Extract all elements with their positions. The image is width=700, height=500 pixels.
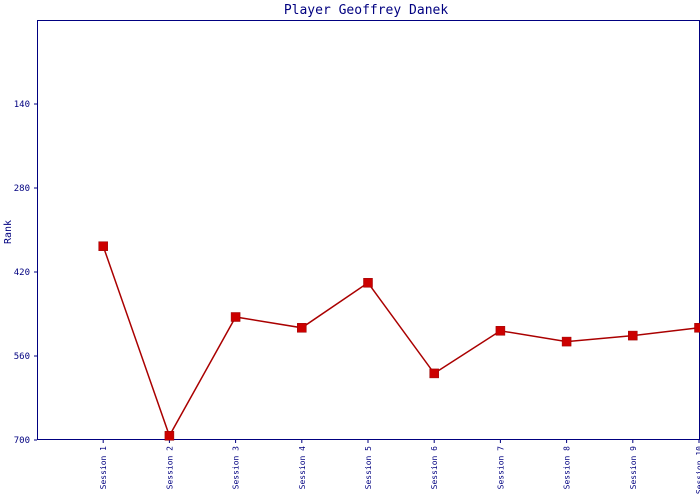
x-tick-label: Session 5 bbox=[364, 446, 373, 490]
data-point bbox=[561, 336, 572, 347]
y-tick-label: 420 bbox=[14, 268, 30, 278]
series-line bbox=[102, 245, 700, 438]
x-tick-label: Session 7 bbox=[496, 446, 505, 490]
chart-title: Player Geoffrey Danek bbox=[284, 3, 449, 18]
x-tick-label: Session 9 bbox=[629, 446, 638, 490]
data-point bbox=[363, 278, 373, 288]
data-point bbox=[230, 312, 241, 322]
y-axis-ticks: 140 280 420 560 700 bbox=[14, 100, 37, 446]
y-tick-label: 280 bbox=[14, 184, 30, 194]
x-tick-label: Session 6 bbox=[430, 446, 439, 490]
y-tick-label: 140 bbox=[14, 100, 30, 110]
data-point bbox=[694, 323, 700, 333]
data-point bbox=[297, 323, 307, 333]
y-tick-label: 560 bbox=[14, 352, 30, 362]
series-layer bbox=[98, 241, 700, 441]
y-axis-label: Rank bbox=[3, 220, 14, 244]
plot-area bbox=[37, 20, 700, 440]
data-point bbox=[429, 368, 439, 379]
data-point bbox=[628, 330, 638, 341]
x-tick-label: Session 2 bbox=[165, 446, 174, 490]
data-point bbox=[98, 241, 108, 251]
data-point bbox=[164, 431, 175, 441]
y-tick-label: 700 bbox=[14, 436, 30, 446]
x-tick-label: Session 4 bbox=[298, 446, 307, 490]
x-tick-label: Session 10 bbox=[695, 446, 700, 494]
x-axis-ticks: Session 1 Session 2 Session 3 Session 4 Sess… bbox=[99, 440, 700, 494]
x-tick-label: Session 3 bbox=[232, 446, 241, 490]
x-tick-label: Session 8 bbox=[563, 446, 572, 490]
x-tick-label: Session 1 bbox=[99, 446, 108, 490]
data-point bbox=[495, 326, 506, 336]
